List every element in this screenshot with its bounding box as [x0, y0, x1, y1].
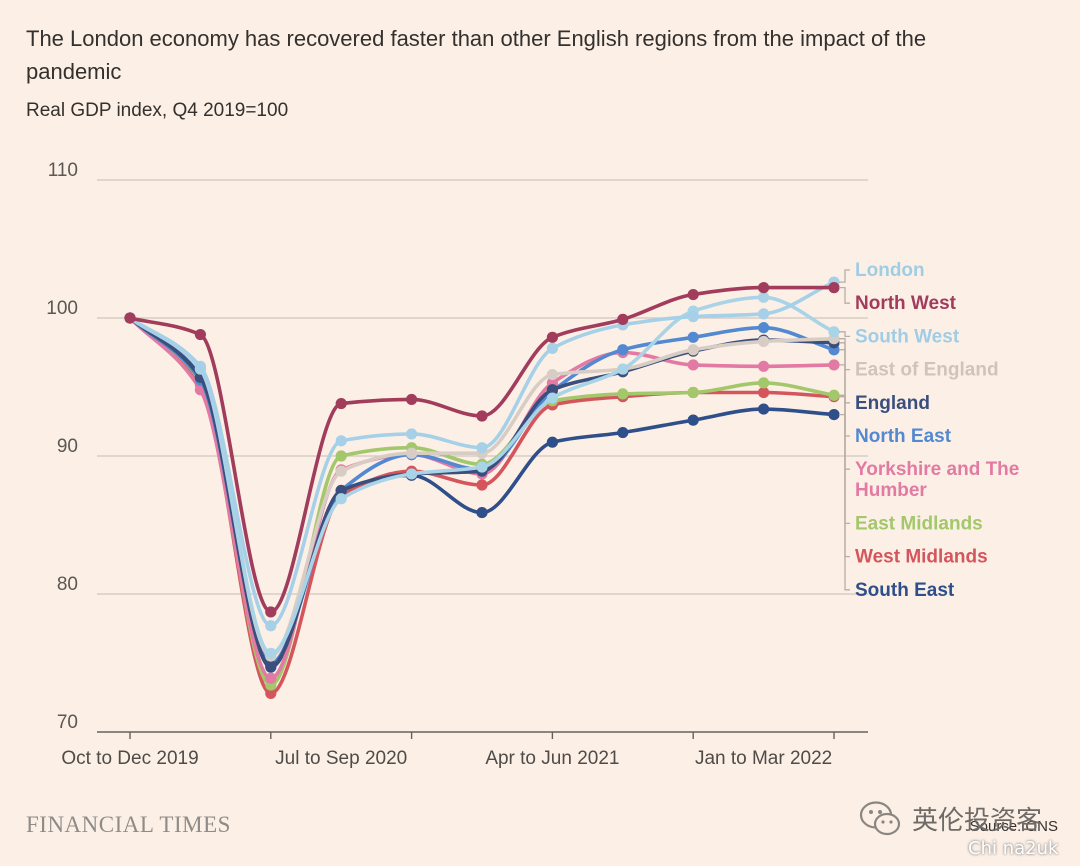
- data-point: [335, 450, 347, 462]
- data-point: [265, 647, 277, 659]
- data-point: [476, 442, 488, 454]
- legend-connector: [839, 338, 850, 371]
- series-line: [128, 316, 836, 669]
- data-point: [758, 322, 770, 334]
- data-point: [194, 360, 206, 372]
- publisher-logo: FINANCIAL TIMES: [26, 812, 231, 837]
- data-point: [758, 282, 770, 294]
- data-point: [758, 335, 770, 348]
- watermark-text: 英伦投资客: [912, 806, 1043, 836]
- series-north-west: [124, 282, 840, 618]
- series-line: [128, 316, 836, 668]
- legend-connector: [839, 286, 850, 304]
- data-point: [687, 331, 699, 343]
- data-point: [265, 606, 277, 618]
- data-point: [335, 484, 347, 497]
- x-axis: Oct to Dec 2019 Jul to Sep 2020 Apr to Jun…: [61, 731, 868, 769]
- data-point: [828, 359, 840, 371]
- x-tick-label: Apr to Jun 2021: [485, 748, 619, 769]
- data-point: [546, 342, 559, 354]
- data-point: [687, 386, 699, 399]
- x-tick-label: Jul to Sep 2020: [275, 748, 407, 769]
- data-point: [265, 660, 277, 672]
- chart-title: The London economy has recovered faster …: [26, 26, 927, 84]
- data-point: [758, 308, 770, 320]
- data-point: [265, 672, 277, 684]
- watermark-subtext: Chi na2uk: [968, 838, 1059, 859]
- legend-label: Yorkshire and The Humber: [855, 459, 1019, 501]
- data-point: [335, 493, 347, 505]
- data-point: [758, 360, 770, 372]
- y-tick-label: 70: [57, 712, 78, 733]
- data-point: [687, 414, 699, 426]
- data-point: [828, 326, 840, 338]
- data-point: [687, 344, 699, 356]
- data-point: [124, 312, 136, 324]
- series-lines: [124, 276, 840, 699]
- data-point: [617, 388, 629, 400]
- legend-label: East Midlands: [855, 513, 983, 534]
- data-point: [617, 363, 629, 375]
- data-point: [828, 389, 840, 401]
- data-point: [687, 311, 699, 323]
- data-point: [687, 288, 699, 301]
- data-point: [476, 479, 488, 491]
- y-tick-labels: 70 80 90 100 110: [46, 160, 78, 733]
- data-point: [617, 426, 629, 439]
- data-point: [476, 461, 488, 473]
- data-point: [758, 377, 770, 389]
- data-point: [546, 392, 559, 404]
- legend-connector: [839, 269, 850, 283]
- data-point: [335, 397, 347, 410]
- legend-label: West Midlands: [855, 547, 988, 568]
- y-tick-label: 110: [48, 160, 78, 181]
- data-point: [476, 410, 488, 422]
- data-point: [758, 291, 770, 303]
- wechat-icon: [859, 801, 901, 836]
- data-point: [406, 468, 418, 480]
- data-point: [546, 368, 559, 381]
- data-point: [194, 328, 206, 341]
- legend-label: North West: [855, 293, 957, 314]
- y-tick-label: 90: [57, 436, 78, 457]
- legend-label: London: [855, 260, 925, 281]
- data-point: [476, 506, 488, 519]
- x-tick-label: Oct to Dec 2019: [61, 748, 198, 769]
- data-point: [406, 393, 418, 406]
- legend-label: East of England: [855, 360, 999, 381]
- gridlines: [97, 179, 868, 595]
- data-point: [335, 435, 347, 447]
- data-point: [828, 409, 840, 421]
- data-point: [687, 359, 699, 371]
- data-point: [546, 331, 559, 343]
- data-point: [546, 436, 559, 448]
- data-point: [758, 403, 770, 415]
- y-tick-label: 80: [57, 574, 78, 595]
- data-point: [617, 313, 629, 325]
- x-tick-label: Jan to Mar 2022: [695, 748, 832, 769]
- legend-connector: [839, 342, 850, 404]
- legend-label: England: [855, 393, 930, 414]
- data-point: [265, 687, 277, 699]
- chart-subtitle: Real GDP index, Q4 2019=100: [26, 100, 289, 121]
- data-point: [335, 465, 347, 477]
- legend: London North West South West East of Englan…: [839, 260, 1019, 601]
- data-point: [406, 447, 418, 459]
- legend-label: South East: [855, 580, 955, 601]
- data-point: [828, 282, 840, 294]
- legend-label: South West: [855, 326, 960, 347]
- data-point: [617, 344, 629, 356]
- data-point: [546, 384, 559, 396]
- data-point: [406, 428, 418, 440]
- legend-label: North East: [855, 426, 952, 447]
- y-tick-label: 100: [46, 298, 78, 319]
- data-point: [758, 386, 770, 399]
- legend-connector: [839, 331, 850, 338]
- data-point: [265, 620, 277, 632]
- source-note: Source: ONS: [969, 818, 1058, 835]
